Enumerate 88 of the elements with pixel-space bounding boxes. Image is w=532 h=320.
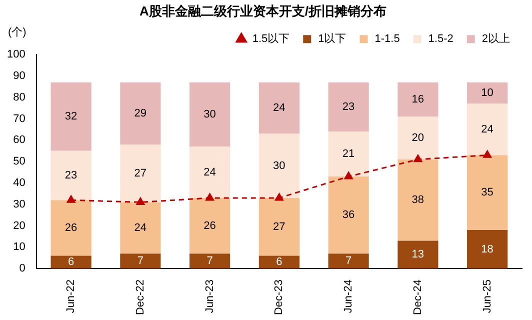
x-tick-label: Jun-25 bbox=[481, 280, 494, 314]
bar bbox=[398, 159, 438, 241]
data-label: 6 bbox=[68, 256, 74, 268]
bar bbox=[467, 230, 508, 269]
legend-label: 1-1.5 bbox=[374, 33, 400, 46]
bar bbox=[328, 132, 369, 177]
bar bbox=[328, 176, 369, 254]
legend-label: 2以上 bbox=[482, 32, 510, 46]
data-label: 13 bbox=[412, 248, 424, 261]
point bbox=[66, 195, 76, 203]
y-tick-label: 100 bbox=[6, 48, 26, 61]
legend-label: 1.5以下 bbox=[252, 32, 290, 46]
y-tick-label: 30 bbox=[13, 198, 26, 210]
chart-title: A股非金融二级行业资本开支/折旧摊销分布 bbox=[140, 3, 386, 18]
bar bbox=[120, 254, 161, 269]
data-label: 35 bbox=[481, 186, 494, 199]
data-label: 7 bbox=[345, 255, 352, 268]
bar bbox=[50, 82, 92, 151]
bar bbox=[467, 104, 508, 156]
point bbox=[274, 193, 284, 201]
data-label: 7 bbox=[137, 255, 144, 268]
data-label: 16 bbox=[412, 94, 424, 106]
bar bbox=[120, 202, 161, 254]
y-axis-title: (个) bbox=[8, 26, 26, 39]
bar bbox=[120, 82, 161, 144]
y-tick-label: 10 bbox=[13, 241, 26, 254]
data-label: 36 bbox=[342, 209, 355, 222]
bar bbox=[258, 256, 300, 269]
bar bbox=[467, 155, 508, 230]
y-tick-label: 80 bbox=[13, 91, 26, 104]
y-tick-label: 70 bbox=[13, 112, 26, 125]
bar bbox=[467, 82, 508, 104]
bar bbox=[50, 150, 92, 200]
data-label: 29 bbox=[134, 107, 147, 120]
bar bbox=[190, 198, 230, 254]
y-tick-label: 20 bbox=[13, 220, 26, 232]
bar bbox=[398, 240, 438, 269]
data-label: 7 bbox=[206, 255, 213, 268]
data-label: 24 bbox=[134, 222, 147, 234]
y-tick-label: 0 bbox=[19, 262, 26, 275]
bar bbox=[398, 82, 438, 117]
x-tick-label: Jun-24 bbox=[342, 280, 355, 314]
x-tick-label: Dec-24 bbox=[412, 280, 424, 316]
bar bbox=[190, 146, 230, 198]
data-label: 24 bbox=[204, 166, 216, 178]
point bbox=[483, 150, 492, 158]
data-label: 23 bbox=[342, 101, 355, 114]
x-tick-label: Dec-22 bbox=[134, 280, 146, 316]
bar bbox=[190, 82, 230, 147]
data-label: 38 bbox=[412, 194, 424, 206]
data-label: 24 bbox=[273, 102, 286, 114]
point bbox=[136, 197, 145, 205]
data-label: 21 bbox=[342, 148, 355, 160]
bar bbox=[328, 254, 369, 269]
y-tick-label: 90 bbox=[13, 70, 26, 82]
data-label: 10 bbox=[481, 87, 494, 100]
y-tick-label: 60 bbox=[13, 134, 26, 146]
data-label: 26 bbox=[204, 220, 216, 232]
data-label: 27 bbox=[134, 167, 147, 180]
data-label: 24 bbox=[481, 124, 494, 136]
bar bbox=[120, 144, 161, 202]
point bbox=[414, 154, 422, 162]
bar bbox=[190, 254, 230, 269]
bar bbox=[50, 200, 92, 256]
bar bbox=[258, 82, 300, 134]
data-label: 23 bbox=[64, 170, 78, 182]
x-tick-label: Jun-22 bbox=[65, 280, 78, 314]
y-tick-label: 40 bbox=[13, 176, 26, 189]
x-tick-label: Jun-23 bbox=[204, 280, 216, 314]
bar bbox=[258, 134, 300, 198]
bar bbox=[258, 198, 300, 256]
point bbox=[344, 172, 353, 180]
data-label: 27 bbox=[273, 220, 286, 233]
x-tick-label: Dec-23 bbox=[273, 280, 286, 316]
legend-label: 1以下 bbox=[318, 32, 346, 46]
point bbox=[206, 193, 214, 201]
data-label: 20 bbox=[412, 132, 424, 144]
data-label: 26 bbox=[64, 222, 78, 234]
y-tick-label: 50 bbox=[13, 156, 26, 168]
data-label: 6 bbox=[276, 256, 282, 268]
legend-label: 1.5-2 bbox=[428, 33, 454, 46]
data-label: 30 bbox=[273, 160, 286, 172]
data-label: 18 bbox=[481, 243, 494, 256]
data-label: 30 bbox=[204, 108, 216, 121]
data-label: 32 bbox=[64, 110, 78, 123]
bar bbox=[328, 82, 369, 132]
bar bbox=[398, 116, 438, 160]
bar bbox=[50, 256, 92, 269]
